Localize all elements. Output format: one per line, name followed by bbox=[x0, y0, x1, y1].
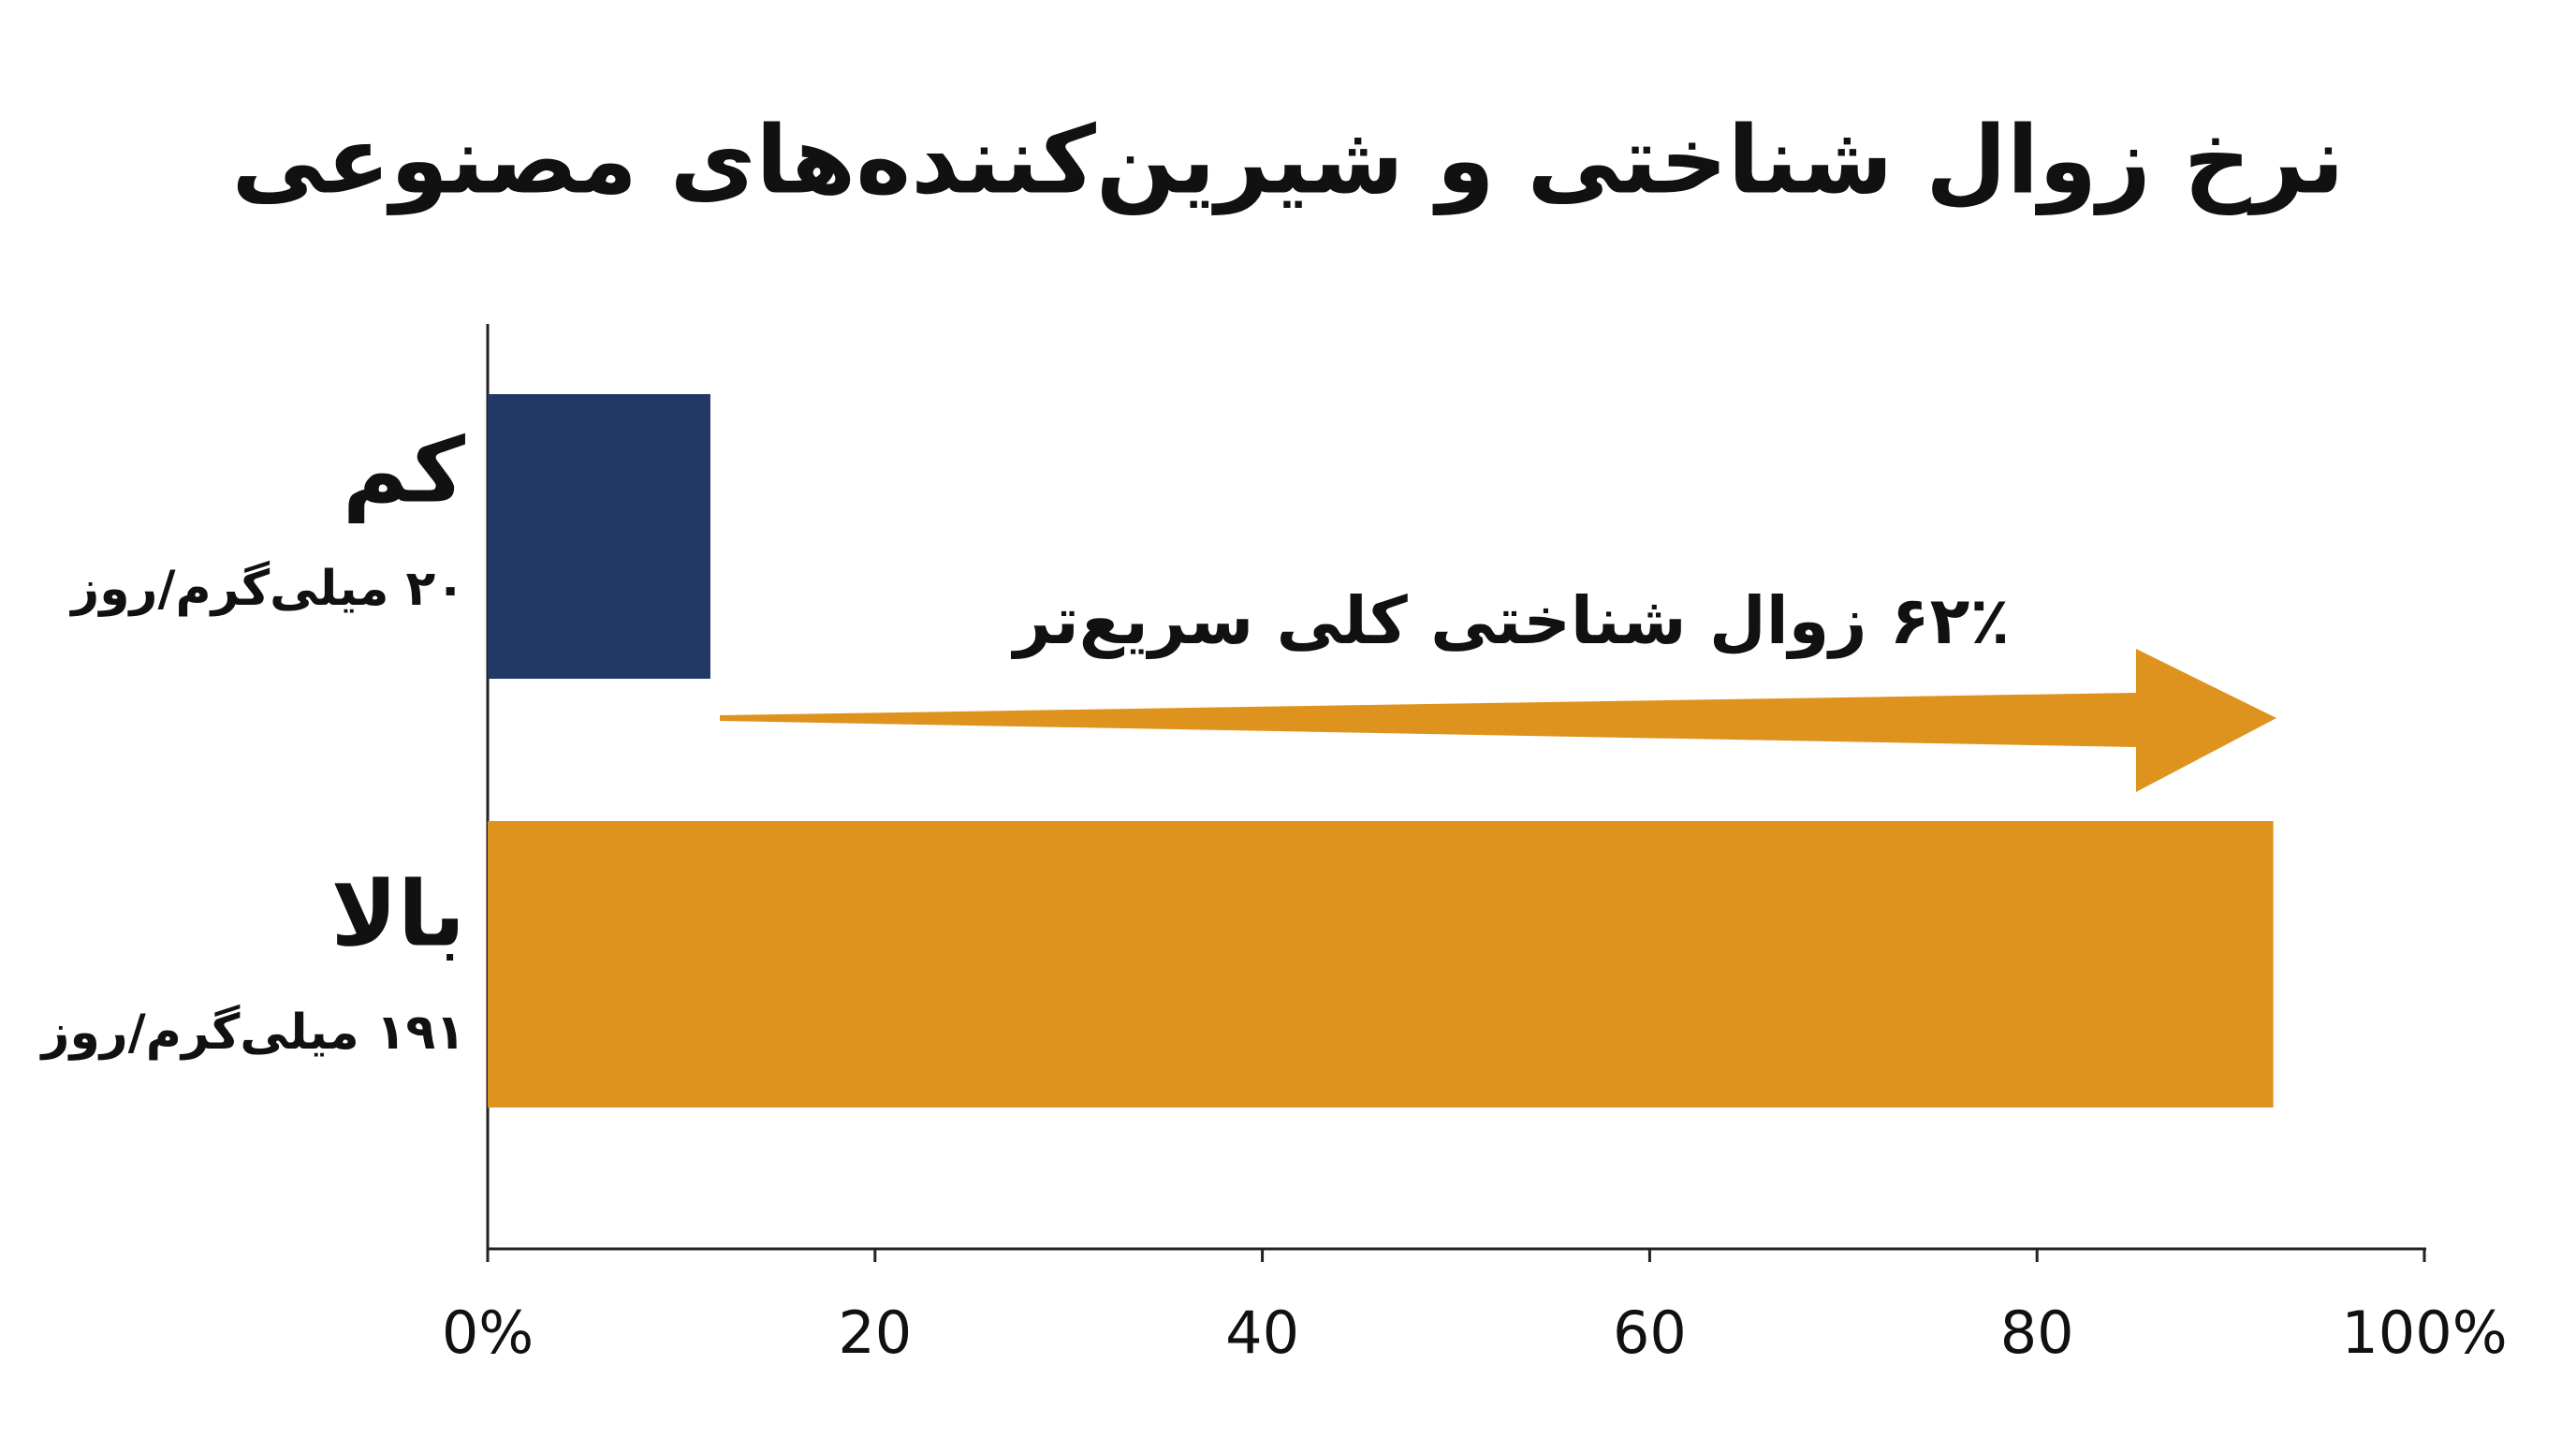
annotation-arrow bbox=[720, 649, 2276, 792]
x-tick-label: 100% bbox=[2341, 1299, 2507, 1367]
bar bbox=[488, 821, 2274, 1108]
x-tick-label: 60 bbox=[1613, 1299, 1687, 1367]
chart-title: نرخ زوال شناختی و شیرین‌کننده‌های مصنوعی bbox=[231, 105, 2344, 215]
bar bbox=[488, 394, 710, 679]
category-sublabel: ۱۹۱ میلی‌گرم/روز bbox=[39, 1004, 465, 1061]
category-sublabel: ۲۰ میلی‌گرم/روز bbox=[68, 560, 465, 617]
x-tick-label: 20 bbox=[838, 1299, 912, 1367]
x-tick-label: 80 bbox=[2000, 1299, 2074, 1367]
x-tick-label: 0% bbox=[442, 1299, 534, 1367]
category-label: کم bbox=[343, 418, 465, 523]
annotation: ۶۲٪ زوال شناختی کلی سریع‌تر bbox=[1011, 582, 2010, 659]
x-tick-label: 40 bbox=[1225, 1299, 1299, 1367]
category-label: بالا bbox=[330, 861, 465, 966]
